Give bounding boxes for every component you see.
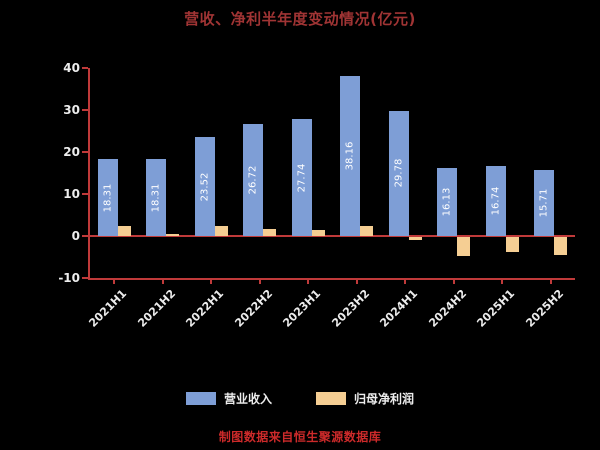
bar-value-label: 18.31 — [150, 183, 162, 212]
x-tick-mark — [404, 280, 407, 284]
bar-value-label: 16.74 — [490, 186, 502, 216]
x-tick-mark — [501, 280, 504, 284]
x-tick-label: 2021H1 — [86, 287, 130, 330]
bar-value-label: 15.71 — [538, 188, 550, 218]
x-tick-mark — [307, 280, 310, 284]
bar-revenue — [194, 137, 215, 236]
data-source-note: 制图数据来自恒生聚源数据库 — [218, 430, 382, 444]
bar-value-label: 23.52 — [199, 172, 211, 201]
x-tick-label: 2021H2 — [135, 287, 178, 330]
y-tick-label: 30 — [63, 103, 80, 117]
x-tick-label: 2025H1 — [474, 287, 518, 330]
x-tick-label: 2023H1 — [280, 287, 324, 330]
bar-net-profit — [457, 237, 471, 256]
bar-revenue — [485, 165, 506, 236]
bar-net-profit — [360, 225, 374, 236]
x-tick-label: 2025H2 — [523, 287, 566, 330]
y-tick-mark — [82, 67, 88, 69]
legend-swatch-revenue — [185, 392, 216, 405]
bar-value-label: 38.16 — [344, 141, 356, 171]
x-tick-mark — [113, 280, 116, 284]
x-tick-mark — [452, 280, 455, 284]
y-tick-label: -10 — [58, 271, 80, 285]
bar-revenue — [243, 123, 264, 236]
x-tick-label: 2022H2 — [232, 287, 275, 330]
legend-item-net-profit: 归母净利润 — [316, 390, 414, 407]
bar-revenue — [97, 159, 118, 236]
bar-revenue — [437, 168, 458, 236]
bar-net-profit — [505, 237, 519, 253]
x-tick-label: 2022H1 — [183, 287, 227, 330]
x-tick-label: 2024H2 — [426, 287, 469, 330]
x-tick-label: 2023H2 — [329, 287, 372, 330]
bar-revenue — [291, 119, 312, 236]
bar-value-label: 29.78 — [393, 159, 405, 188]
x-tick-mark — [210, 280, 213, 284]
y-tick-label: 0 — [71, 229, 80, 243]
x-tick-mark — [161, 280, 164, 284]
y-tick-mark — [82, 109, 88, 111]
zero-line — [90, 235, 575, 237]
bar-net-profit — [408, 237, 422, 240]
x-tick-mark — [258, 280, 261, 284]
bar-net-profit — [166, 233, 180, 236]
bar-value-label: 18.31 — [102, 183, 114, 212]
bar-net-profit — [311, 230, 325, 236]
bar-net-profit — [214, 225, 228, 236]
y-tick-label: 40 — [63, 61, 80, 75]
x-tick-mark — [549, 280, 552, 284]
bar-revenue — [534, 170, 555, 236]
bar-revenue — [388, 110, 409, 236]
legend-label-net-profit: 归母净利润 — [354, 392, 415, 406]
bar-value-label: 16.13 — [441, 187, 453, 217]
y-tick-mark — [82, 151, 88, 153]
bar-value-label: 26.72 — [247, 165, 259, 195]
y-tick-label: 20 — [63, 145, 80, 159]
x-tick-label: 2024H1 — [377, 287, 421, 330]
y-tick-mark — [82, 277, 88, 279]
legend-swatch-net-profit — [316, 392, 346, 405]
y-tick-label: 10 — [63, 187, 80, 201]
legend: 营业收入 归母净利润 — [0, 390, 600, 407]
bar-value-label: 27.74 — [296, 163, 308, 193]
x-axis — [90, 278, 575, 280]
bar-net-profit — [117, 225, 131, 236]
bar-net-profit — [263, 229, 277, 236]
bar-revenue — [146, 159, 167, 236]
y-tick-mark — [82, 193, 88, 195]
bar-net-profit — [554, 237, 568, 256]
legend-label-revenue: 营业收入 — [223, 392, 272, 406]
y-axis — [88, 68, 90, 280]
y-tick-mark — [82, 235, 88, 237]
chart-title: 营收、净利半年度变动情况(亿元) — [184, 10, 416, 28]
legend-item-revenue: 营业收入 — [185, 390, 272, 407]
bar-revenue — [340, 75, 361, 236]
x-tick-mark — [355, 280, 358, 284]
